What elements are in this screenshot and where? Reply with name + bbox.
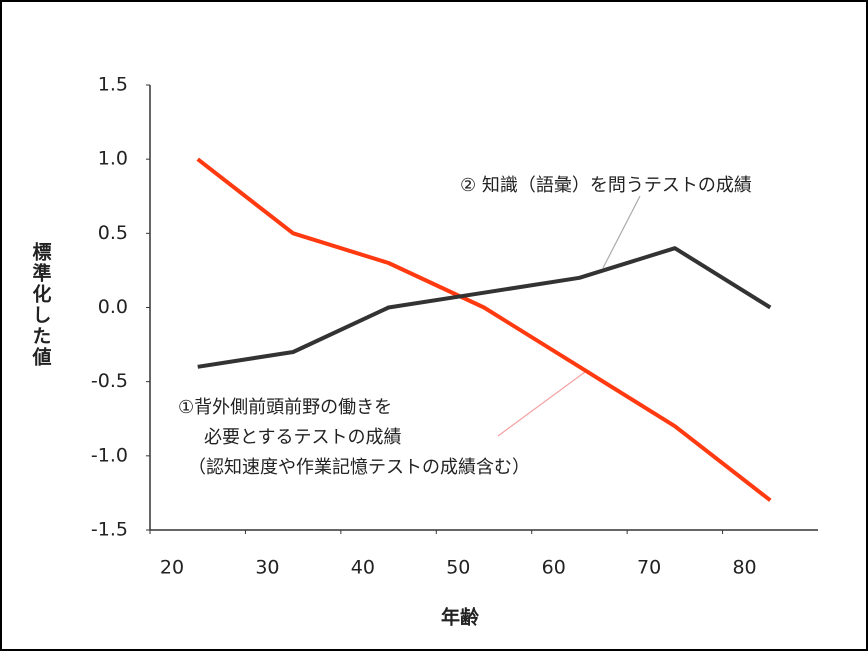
line-series [196, 157, 772, 502]
annotation: （認知速度や作業記憶テストの成績含む） [188, 457, 530, 478]
y-tick-label: -0.5 [91, 370, 128, 392]
annotation: ② 知識（語彙）を問うテストの成績 [460, 175, 752, 196]
x-tick-label: 20 [160, 557, 184, 579]
y-tick-label: 1.0 [98, 148, 128, 170]
y-tick-label: -1.0 [91, 444, 128, 466]
y-tick-label: -1.5 [91, 519, 128, 541]
x-tick-label: 70 [637, 557, 661, 579]
line-series [197, 246, 772, 369]
y-tick-label: 1.5 [98, 74, 128, 96]
annotation: ①背外側前頭前野の働きを [178, 397, 392, 418]
y-tick-label: 0.0 [98, 296, 128, 318]
annotation: 必要とするテストの成績 [204, 427, 401, 448]
x-tick-label: 50 [446, 557, 470, 579]
x-tick-label: 80 [732, 557, 756, 579]
x-tick-label: 30 [255, 557, 279, 579]
x-axis-label: 年齢 [441, 606, 480, 629]
leader-line [602, 195, 641, 269]
y-axis-label: 標準化した値 [30, 241, 53, 368]
x-tick-label: 40 [351, 557, 375, 579]
y-tick-label: 0.5 [98, 222, 128, 244]
leader-line [497, 371, 586, 437]
x-tick-label: 60 [542, 557, 566, 579]
